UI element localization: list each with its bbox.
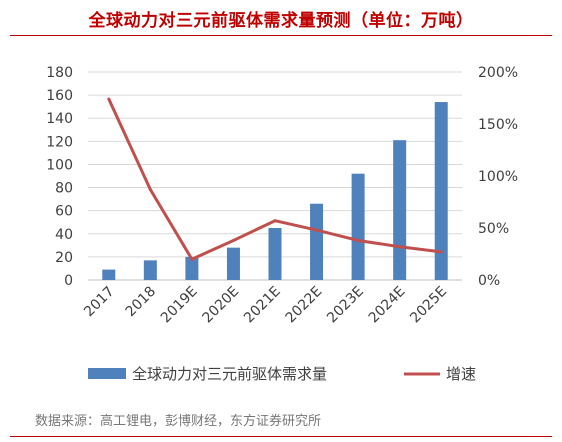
line-series bbox=[107, 97, 443, 261]
line-point bbox=[107, 97, 111, 101]
y-tick-label: 0 bbox=[64, 273, 73, 289]
bar bbox=[310, 203, 324, 280]
line-point bbox=[356, 238, 360, 242]
bar bbox=[143, 260, 157, 280]
legend-line-label: 增速 bbox=[446, 365, 476, 383]
source-note: 数据来源：高工锂电，彭博财经，东方证券研究所 bbox=[35, 414, 322, 429]
y2-tick-label: 0% bbox=[478, 273, 500, 289]
y-tick-label: 20 bbox=[55, 250, 73, 266]
combo-chart: 0 20 40 60 80 100 120 140 160 180 0% 50% 100% 150% 20… bbox=[46, 65, 518, 383]
legend-bar-label: 全球动力对三元前驱体需求量 bbox=[132, 365, 327, 383]
x-tick-label: 2019E bbox=[158, 284, 201, 327]
y-tick-label: 80 bbox=[55, 181, 73, 197]
x-tick-label: 2017 bbox=[81, 284, 118, 321]
line-point bbox=[398, 245, 402, 249]
x-tick-label: 2018 bbox=[123, 284, 160, 321]
y-tick-label: 40 bbox=[55, 227, 73, 243]
bar-series bbox=[102, 102, 448, 281]
bar bbox=[102, 269, 116, 280]
line-point bbox=[315, 228, 319, 232]
y-tick-label: 120 bbox=[46, 134, 73, 150]
y-axis-left-ticks: 0 20 40 60 80 100 120 140 160 180 bbox=[46, 65, 73, 289]
bar bbox=[268, 228, 282, 280]
line-point bbox=[439, 250, 443, 254]
line-point bbox=[148, 188, 152, 192]
x-tick-label: 2023E bbox=[324, 284, 367, 327]
y-axis-right-ticks: 0% 50% 100% 150% 200% bbox=[478, 65, 518, 289]
x-tick-label: 2021E bbox=[241, 284, 284, 327]
line-point bbox=[190, 257, 194, 261]
legend: 全球动力对三元前驱体需求量 增速 bbox=[88, 365, 476, 383]
x-tick-label: 2025E bbox=[407, 284, 450, 327]
x-axis-ticks: 2017 20182019E2020E2021E2022E2023E2024E20… bbox=[81, 284, 450, 327]
x-tick-label: 2024E bbox=[366, 284, 409, 327]
y-tick-label: 60 bbox=[55, 204, 73, 220]
x-tick-label: 2020E bbox=[200, 284, 243, 327]
y2-tick-label: 50% bbox=[478, 221, 509, 237]
bar bbox=[351, 173, 365, 280]
y-tick-label: 180 bbox=[46, 65, 73, 81]
y2-tick-label: 200% bbox=[478, 65, 518, 81]
bottom-divider bbox=[10, 436, 552, 437]
bar bbox=[185, 256, 199, 280]
bar bbox=[226, 247, 240, 280]
line-point bbox=[273, 219, 277, 223]
x-tick-label: 2022E bbox=[283, 284, 326, 327]
title-divider bbox=[10, 35, 552, 36]
y-tick-label: 140 bbox=[46, 111, 73, 127]
y-tick-label: 160 bbox=[46, 88, 73, 104]
page-title: 全球动力对三元前驱体需求量预测（单位：万吨） bbox=[88, 11, 474, 31]
bar bbox=[393, 140, 407, 280]
legend-bar-swatch bbox=[88, 368, 126, 379]
line-point bbox=[231, 238, 235, 242]
y2-tick-label: 100% bbox=[478, 169, 518, 185]
y2-tick-label: 150% bbox=[478, 117, 518, 133]
y-tick-label: 100 bbox=[46, 157, 73, 173]
bar bbox=[434, 102, 448, 281]
